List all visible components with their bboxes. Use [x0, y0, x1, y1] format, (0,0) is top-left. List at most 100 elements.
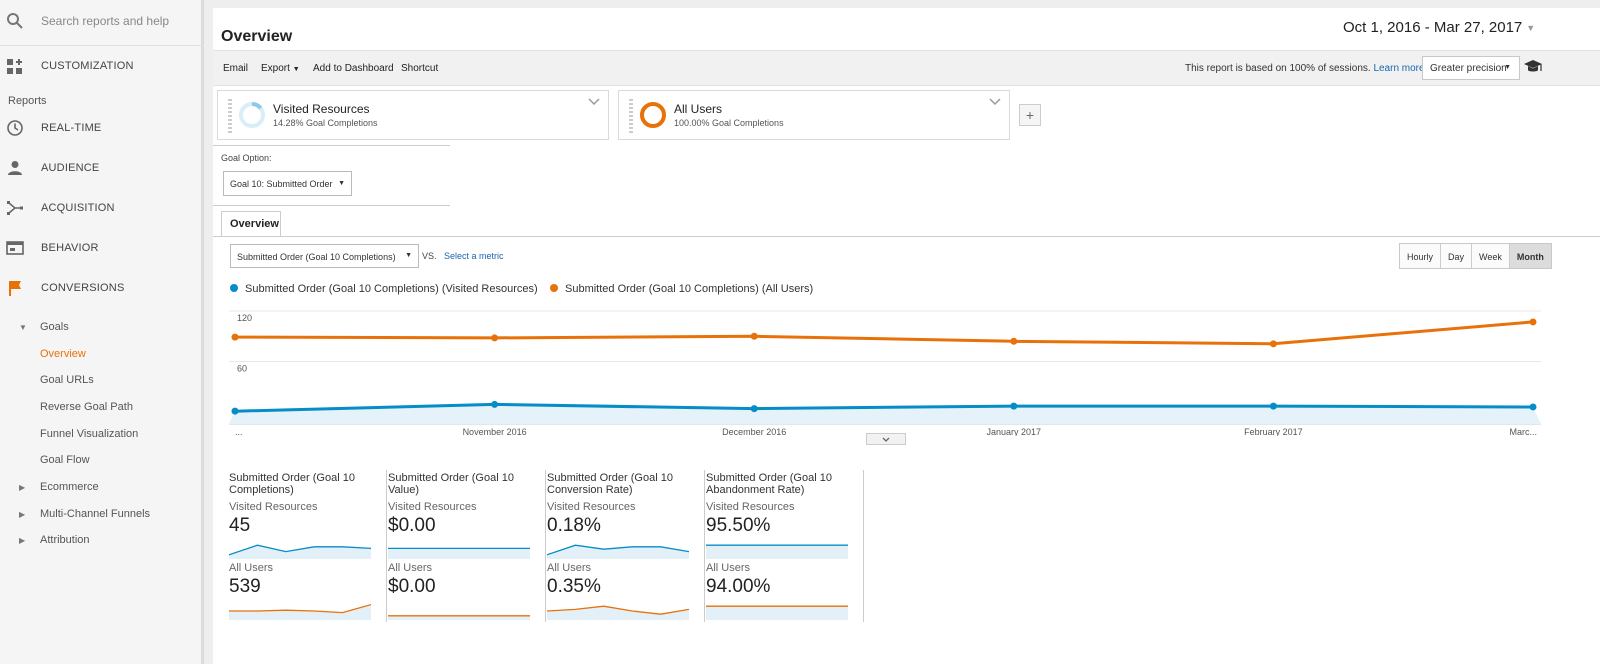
segment-card-visited-resources[interactable]: Visited Resources 14.28% Goal Completion…: [217, 90, 609, 140]
learn-more-link[interactable]: Learn more: [1373, 63, 1425, 74]
scorecard-title: Submitted Order (Goal 10 Completions): [229, 472, 355, 496]
chevron-down-icon: ▼: [1526, 23, 1536, 34]
main-panel: Overview Oct 1, 2016 - Mar 27, 2017 ▼ Ema…: [213, 8, 1600, 664]
scorecard-title: Submitted Order (Goal 10 Value): [388, 472, 514, 496]
data-point: [1529, 403, 1537, 411]
search-icon: [7, 13, 23, 29]
x-tick-label: Marc...: [1509, 427, 1537, 436]
drag-handle[interactable]: [629, 99, 633, 133]
sidebar-item-ecommerce[interactable]: ▶ Ecommerce: [0, 474, 200, 500]
scorecard-segment-label: All Users: [229, 562, 274, 574]
granularity-day-button[interactable]: Day: [1441, 244, 1473, 268]
sparkline-area: [388, 615, 530, 620]
y-tick-label: 120: [237, 313, 252, 323]
metric-select-value: Submitted Order (Goal 10 Completions): [237, 252, 396, 262]
precision-select[interactable]: Greater precision ▼: [1422, 56, 1520, 80]
sparkline-line: [547, 605, 689, 615]
sparkline-visited-resources: [388, 547, 530, 559]
sparkline-line: [229, 544, 371, 556]
sparkline-area: [706, 606, 848, 620]
scorecard-title: Submitted Order (Goal 10 Conversion Rate…: [547, 472, 673, 496]
data-point: [1529, 318, 1537, 326]
divider: [213, 236, 1600, 237]
scorecard[interactable]: Submitted Order (Goal 10 Completions) Vis…: [229, 470, 387, 622]
divider: [213, 145, 450, 146]
chevron-down-icon[interactable]: [989, 97, 1001, 107]
sidebar-item-customization[interactable]: CUSTOMIZATION: [0, 46, 200, 86]
shortcut-button[interactable]: Shortcut: [401, 63, 439, 74]
scorecard[interactable]: Submitted Order (Goal 10 Value) Visited R…: [388, 470, 546, 622]
data-point: [1010, 337, 1018, 345]
search-box[interactable]: Search reports and help: [0, 0, 204, 46]
segment-card-all-users[interactable]: All Users 100.00% Goal Completions: [618, 90, 1010, 140]
sidebar-item-audience[interactable]: AUDIENCE: [0, 148, 200, 188]
scorecard-title: Submitted Order (Goal 10 Abandonment Rat…: [706, 472, 832, 496]
sidebar-item-acquisition[interactable]: ACQUISITION: [0, 188, 200, 228]
sparkline-area: [388, 548, 530, 559]
scorecard[interactable]: Submitted Order (Goal 10 Conversion Rate…: [547, 470, 705, 622]
page-title: Overview: [221, 28, 293, 45]
scorecard-segment-label: Visited Resources: [706, 501, 795, 513]
behavior-icon: [6, 241, 24, 255]
search-input[interactable]: Search reports and help: [41, 14, 170, 28]
tab-overview[interactable]: Overview: [221, 211, 281, 237]
scorecard-value: 94.00%: [706, 576, 771, 597]
granularity-week-button[interactable]: Week: [1472, 244, 1510, 268]
sparkline-all-users: [229, 603, 371, 620]
caret-down-icon: ▼: [1504, 64, 1511, 71]
scorecard-value: 45: [229, 515, 251, 536]
sidebar-item-reverse-goal-path[interactable]: Reverse Goal Path: [0, 394, 200, 420]
divider: [213, 205, 450, 206]
legend-item-all-users[interactable]: Submitted Order (Goal 10 Completions) (A…: [550, 283, 813, 295]
sidebar-item-behavior[interactable]: BEHAVIOR: [0, 228, 200, 268]
date-range-picker[interactable]: Oct 1, 2016 - Mar 27, 2017 ▼: [1343, 19, 1535, 36]
sparkline-visited-resources: [229, 544, 371, 559]
sidebar-item-conversions[interactable]: CONVERSIONS: [0, 268, 200, 308]
series-line: [234, 320, 1534, 346]
sidebar-item-attribution[interactable]: ▶ Attribution: [0, 527, 200, 553]
email-button[interactable]: Email: [223, 63, 249, 74]
metric-select[interactable]: Submitted Order (Goal 10 Completions) ▼: [230, 244, 419, 268]
sidebar-item-funnel-visualization[interactable]: Funnel Visualization: [0, 421, 200, 447]
x-tick-label: February 2017: [1244, 427, 1303, 436]
x-tick-label: November 2016: [463, 427, 527, 436]
goal-option-select[interactable]: Goal 10: Submitted Order ▼: [223, 171, 352, 196]
select-metric-link[interactable]: Select a metric: [444, 251, 504, 261]
date-range-text: Oct 1, 2016 - Mar 27, 2017: [1343, 19, 1523, 36]
goal-option-label: Goal Option:: [221, 153, 272, 163]
chevron-down-icon[interactable]: [588, 97, 600, 107]
data-point: [231, 333, 239, 341]
segment-completion: 100.00% Goal Completions: [674, 118, 784, 128]
data-point: [1010, 402, 1018, 410]
data-point: [1269, 340, 1277, 348]
drag-handle[interactable]: [228, 99, 232, 133]
legend-dot-icon: [550, 284, 558, 292]
granularity-hourly-button[interactable]: Hourly: [1400, 244, 1442, 268]
sidebar-item-label: Ecommerce: [40, 481, 99, 493]
sampling-note: This report is based on 100% of sessions…: [1185, 63, 1425, 74]
chevron-down-icon: [882, 437, 890, 442]
add-to-dashboard-button[interactable]: Add to Dashboard: [313, 63, 394, 74]
granularity-month-button[interactable]: Month: [1509, 244, 1551, 268]
sidebar-item-label: REAL-TIME: [41, 122, 102, 134]
sparkline-all-users: [547, 605, 689, 620]
sidebar-item-goals-overview[interactable]: Overview: [0, 341, 200, 367]
scorecard[interactable]: Submitted Order (Goal 10 Abandonment Rat…: [706, 470, 864, 622]
sidebar-item-goal-flow[interactable]: Goal Flow: [0, 447, 200, 473]
sidebar-item-goal-urls[interactable]: Goal URLs: [0, 367, 200, 393]
graduation-cap-icon[interactable]: [1523, 59, 1543, 75]
export-button[interactable]: Export ▼: [261, 63, 300, 74]
sidebar: Search reports and help CUSTOMIZATION Re…: [0, 0, 204, 664]
line-chart[interactable]: 120 60... November 2016 December 2016 Januar…: [229, 296, 1541, 436]
legend-label: Submitted Order (Goal 10 Completions) (A…: [565, 283, 814, 295]
segment-name: All Users: [674, 102, 723, 116]
sidebar-item-realtime[interactable]: REAL-TIME: [0, 108, 200, 148]
scorecard-segment-label: Visited Resources: [388, 501, 477, 513]
segment-donut-icon: [640, 102, 666, 128]
sidebar-item-multi-channel-funnels[interactable]: ▶ Multi-Channel Funnels: [0, 501, 200, 527]
sidebar-item-goals[interactable]: ▼ Goals: [0, 314, 200, 340]
chart-expander[interactable]: [866, 433, 906, 445]
sidebar-item-label: AUDIENCE: [41, 162, 100, 174]
add-segment-button[interactable]: +: [1019, 104, 1041, 126]
legend-item-visited-resources[interactable]: Submitted Order (Goal 10 Completions) (V…: [230, 283, 538, 295]
